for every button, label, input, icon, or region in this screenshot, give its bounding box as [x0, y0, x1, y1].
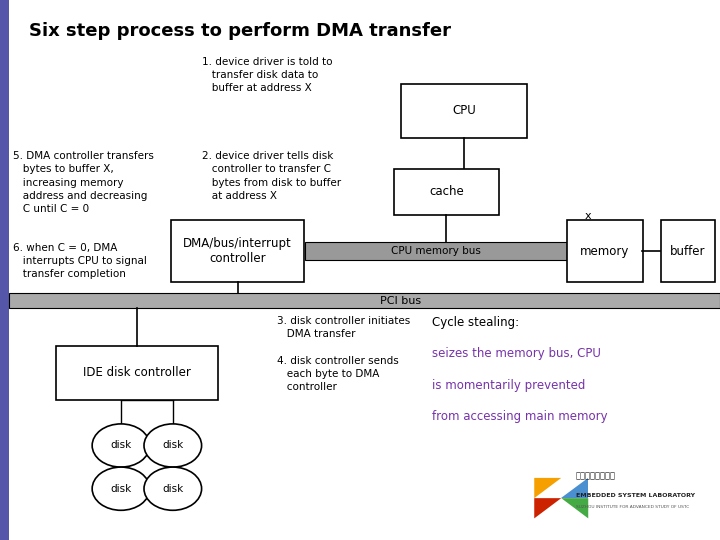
Circle shape [144, 467, 202, 510]
Bar [402, 84, 527, 138]
Circle shape [144, 424, 202, 467]
Text: seizes the memory bus, CPU: seizes the memory bus, CPU [432, 347, 601, 360]
Text: EMBEDDED SYSTEM LABORATORY: EMBEDDED SYSTEM LABORATORY [576, 493, 695, 498]
Text: IDE disk controller: IDE disk controller [83, 366, 191, 379]
Polygon shape [534, 478, 562, 498]
Text: buffer: buffer [670, 245, 706, 258]
Text: is momentarily prevented: is momentarily prevented [432, 379, 585, 392]
Text: 嵌入式系统实验室: 嵌入式系统实验室 [576, 472, 616, 481]
Circle shape [92, 424, 150, 467]
Bar [661, 220, 714, 282]
Text: from accessing main memory: from accessing main memory [432, 410, 608, 423]
Text: Cycle stealing:: Cycle stealing: [432, 316, 523, 329]
Bar [567, 220, 643, 282]
Text: disk: disk [162, 484, 184, 494]
Text: DMA/bus/interrupt
controller: DMA/bus/interrupt controller [183, 237, 292, 265]
Text: memory: memory [580, 245, 629, 258]
Bar [395, 168, 498, 214]
Text: disk: disk [110, 441, 132, 450]
Text: 3. disk controller initiates
   DMA transfer

4. disk controller sends
   each b: 3. disk controller initiates DMA transfe… [277, 316, 410, 392]
Bar [56, 346, 217, 400]
Polygon shape [562, 478, 588, 498]
Polygon shape [534, 498, 562, 518]
Polygon shape [562, 498, 588, 518]
Text: disk: disk [162, 441, 184, 450]
Text: PCI bus: PCI bus [380, 296, 421, 306]
Circle shape [92, 467, 150, 510]
Text: SUZHOU INSTITUTE FOR ADVANCED STUDY OF USTC: SUZHOU INSTITUTE FOR ADVANCED STUDY OF U… [576, 504, 689, 509]
Text: Six step process to perform DMA transfer: Six step process to perform DMA transfer [29, 22, 451, 39]
Bar [9, 293, 720, 308]
Text: CPU: CPU [453, 104, 476, 117]
Text: 1. device driver is told to
   transfer disk data to
   buffer at address X: 1. device driver is told to transfer dis… [202, 57, 332, 93]
Text: x: x [585, 211, 591, 221]
Text: cache: cache [429, 185, 464, 198]
Text: CPU memory bus: CPU memory bus [391, 246, 480, 256]
Text: 5. DMA controller transfers
   bytes to buffer X,
   increasing memory
   addres: 5. DMA controller transfers bytes to buf… [13, 151, 154, 214]
Text: 2. device driver tells disk
   controller to transfer C
   bytes from disk to bu: 2. device driver tells disk controller t… [202, 151, 341, 201]
Bar [0, 0, 9, 540]
Text: disk: disk [110, 484, 132, 494]
Text: 6. when C = 0, DMA
   interrupts CPU to signal
   transfer completion: 6. when C = 0, DMA interrupts CPU to sig… [13, 243, 147, 279]
Bar [171, 220, 304, 282]
Bar [305, 242, 567, 260]
